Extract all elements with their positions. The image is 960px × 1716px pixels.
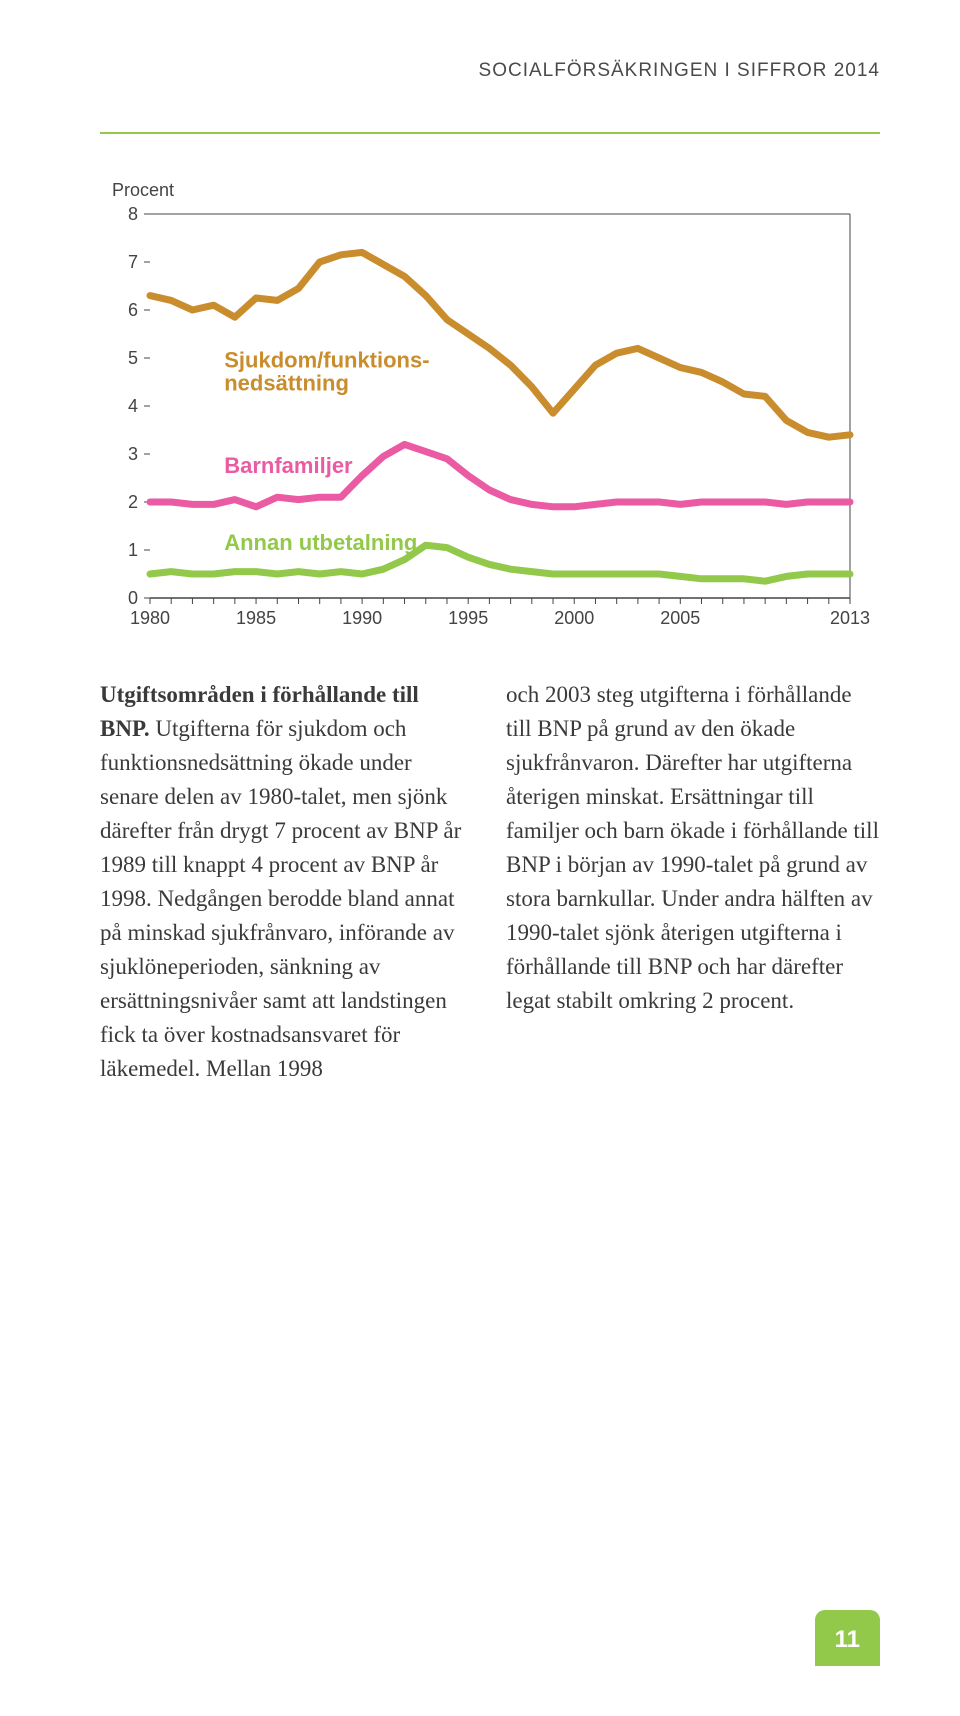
svg-text:1980: 1980 [130, 608, 170, 628]
svg-text:8: 8 [128, 204, 138, 224]
paragraph-text-right: och 2003 steg utgifterna i förhållande t… [506, 678, 880, 1018]
svg-text:6: 6 [128, 300, 138, 320]
header-rule [100, 132, 880, 134]
svg-text:Barnfamiljer: Barnfamiljer [224, 453, 353, 478]
body-column-left: Utgiftsområden i förhållande till BNP. U… [100, 678, 474, 1086]
svg-text:1: 1 [128, 540, 138, 560]
line-chart: Procent 0 1 2 3 4 5 6 7 8 1980 1985 1990 1995 2000 2005… [100, 170, 880, 640]
svg-text:4: 4 [128, 396, 138, 416]
svg-text:2013: 2013 [830, 608, 870, 628]
svg-text:2005: 2005 [660, 608, 700, 628]
body-columns: Utgiftsområden i förhållande till BNP. U… [100, 678, 880, 1086]
svg-text:1985: 1985 [236, 608, 276, 628]
svg-text:5: 5 [128, 348, 138, 368]
running-header: SOCIALFÖRSÄKRINGEN I SIFFROR 2014 [100, 60, 880, 82]
svg-text:2: 2 [128, 492, 138, 512]
svg-text:2000: 2000 [554, 608, 594, 628]
svg-text:Procent: Procent [112, 180, 174, 200]
svg-text:Annan utbetalning: Annan utbetalning [224, 530, 417, 555]
page-number-badge: 11 [815, 1610, 880, 1666]
paragraph-text-left: Utgifterna för sjukdom och funktionsneds… [100, 716, 461, 1081]
chart-container: Procent 0 1 2 3 4 5 6 7 8 1980 1985 1990 1995 2000 2005… [100, 170, 880, 640]
svg-text:1995: 1995 [448, 608, 488, 628]
svg-text:3: 3 [128, 444, 138, 464]
svg-text:1990: 1990 [342, 608, 382, 628]
svg-text:0: 0 [128, 588, 138, 608]
svg-text:7: 7 [128, 252, 138, 272]
body-column-right: och 2003 steg utgifterna i förhållande t… [506, 678, 880, 1086]
svg-text:Sjukdom/funktions-nedsättning: Sjukdom/funktions-nedsättning [224, 348, 429, 396]
